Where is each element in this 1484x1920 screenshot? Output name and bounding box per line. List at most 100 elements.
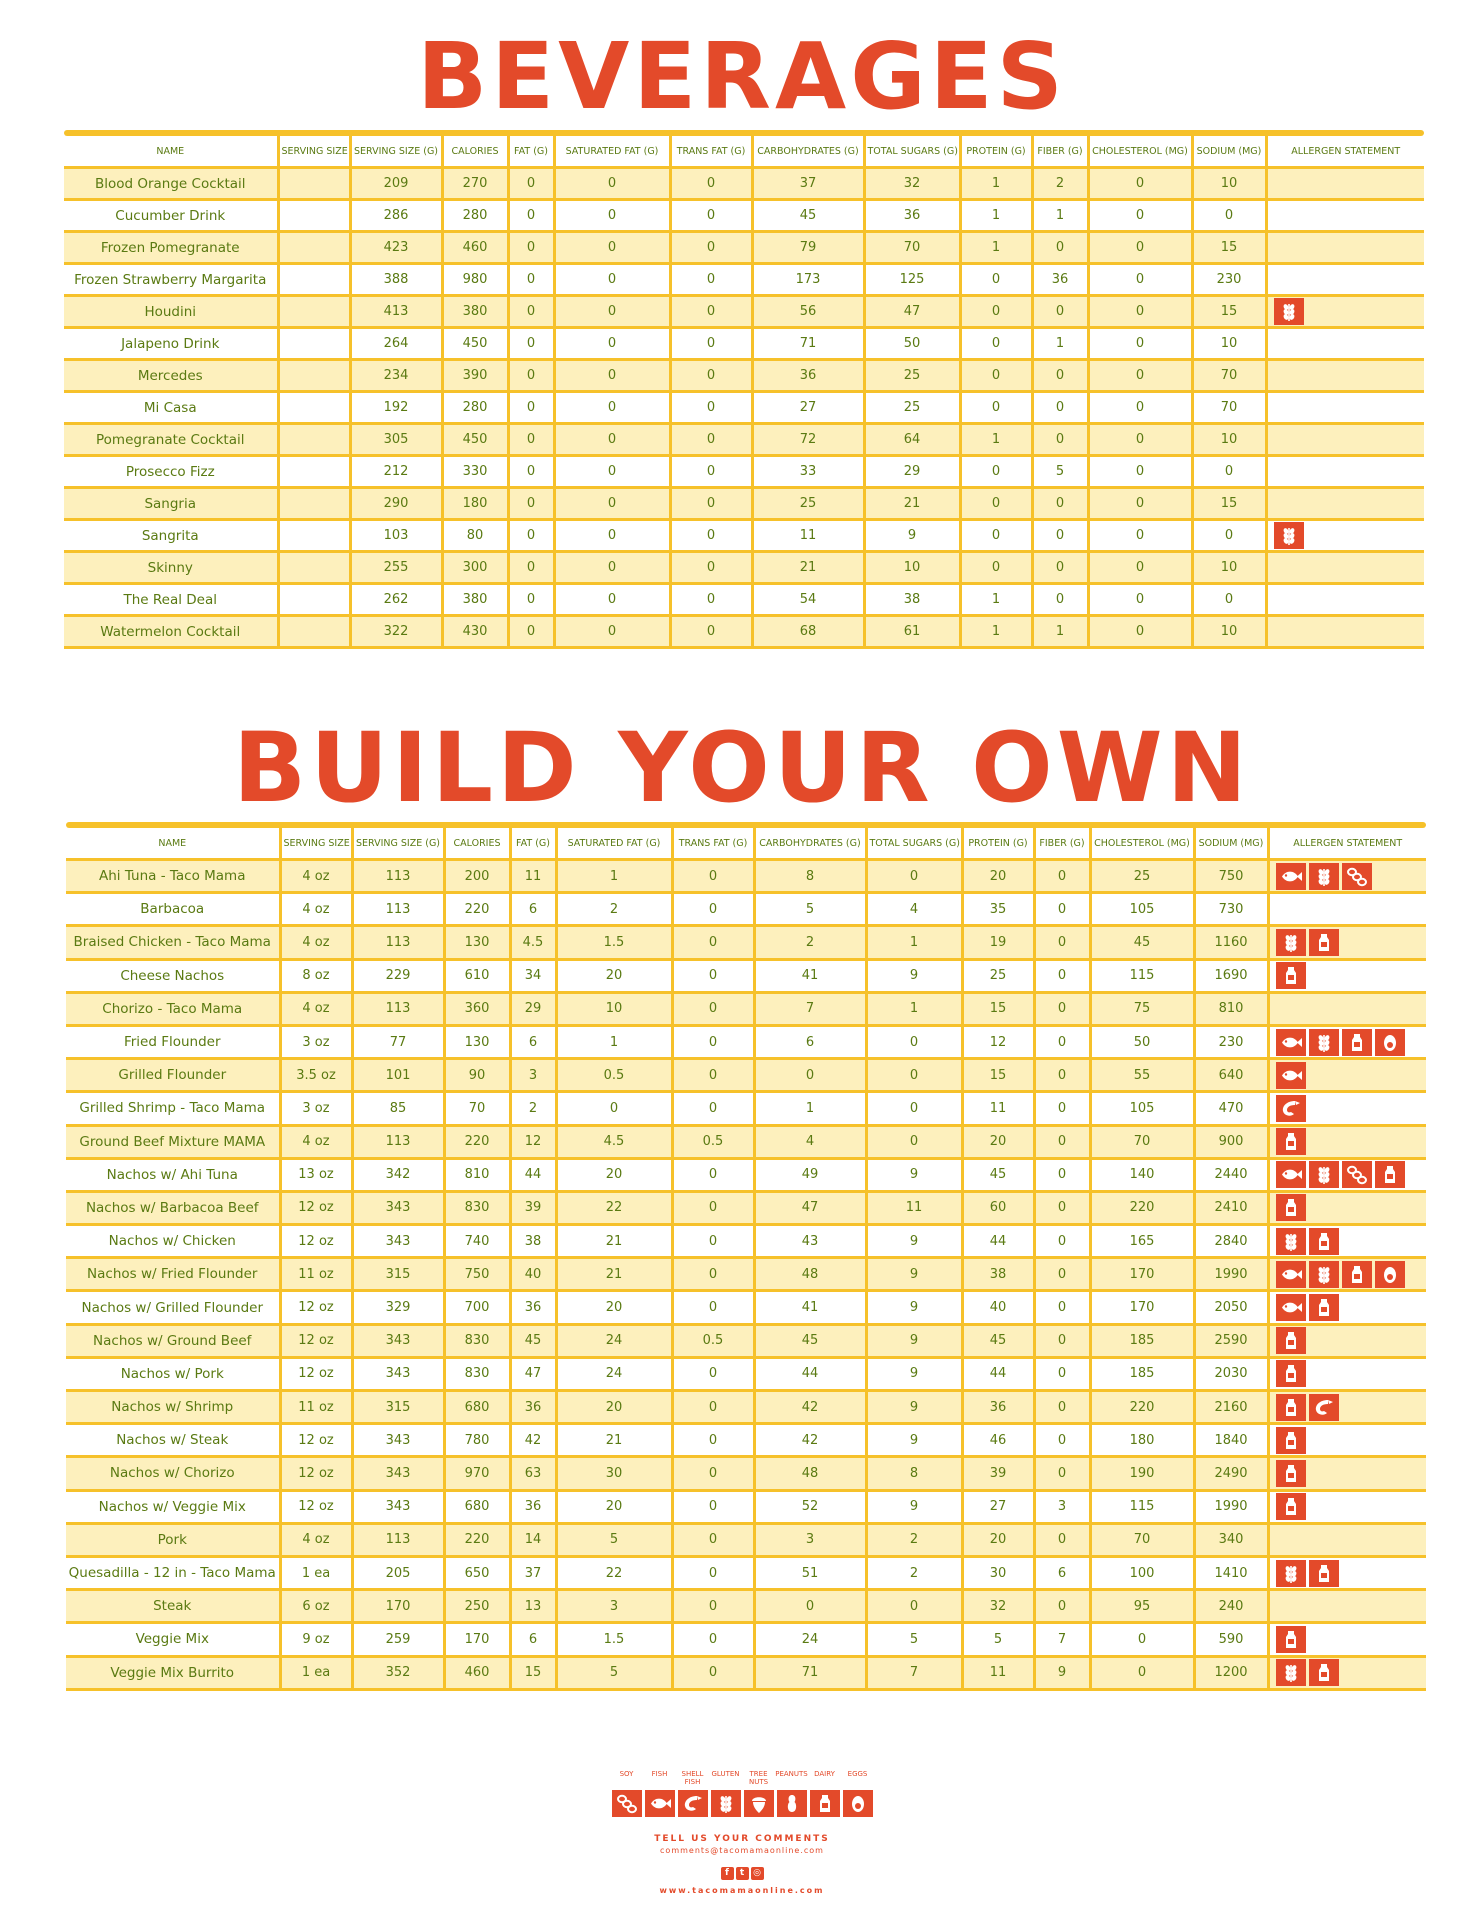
allergen-cell xyxy=(1268,959,1426,994)
column-header: FAT (g) xyxy=(510,828,558,861)
nutrition-value: 9 xyxy=(866,1290,964,1326)
column-header: FAT (g) xyxy=(508,136,556,169)
nutrition-value: 590 xyxy=(1194,1622,1270,1658)
nutrition-value: 165 xyxy=(1090,1224,1196,1260)
nutrition-value: 29 xyxy=(510,992,558,1027)
nutrition-value: 95 xyxy=(1090,1589,1196,1625)
nutrition-value: 125 xyxy=(864,263,962,297)
nutrition-value: 11 oz xyxy=(280,1390,354,1426)
nutrition-value: 6 oz xyxy=(280,1589,354,1625)
beverages-header-row: NAME SERVING SIZE SERVING SIZE (g) CALORIES… xyxy=(64,136,1424,169)
dairy-icon xyxy=(1275,1194,1306,1222)
item-name: Veggie Mix xyxy=(66,1622,282,1658)
allergen-cell xyxy=(1268,1589,1426,1625)
nutrition-value: 30 xyxy=(962,1556,1036,1592)
item-name: Cucumber Drink xyxy=(64,199,280,233)
build-your-own-title: BUILD YOUR OWN xyxy=(233,712,1251,824)
item-name: Nachos w/ Ahi Tuna xyxy=(66,1158,282,1193)
nutrition-value: 810 xyxy=(1194,992,1270,1027)
nutrition-value: 36 xyxy=(1032,263,1090,297)
item-name: Barbacoa xyxy=(66,892,282,928)
nutrition-value: 61 xyxy=(864,615,962,649)
footer-email-link[interactable]: comments@tacomamaonline.com xyxy=(660,1846,824,1855)
nutrition-value: 12 oz xyxy=(280,1290,354,1326)
table-row: Prosecco Fizz 212 330 0 0 0 33 29 0 5 0 0 xyxy=(64,455,1424,489)
nutrition-value: 39 xyxy=(962,1456,1036,1492)
nutrition-value: 113 xyxy=(352,859,446,895)
nutrition-value: 45 xyxy=(1090,925,1196,961)
nutrition-value: 10 xyxy=(1192,551,1268,585)
nutrition-value: 9 xyxy=(866,1490,964,1525)
allergen-cell xyxy=(1268,1523,1426,1558)
nutrition-value: 1 xyxy=(1032,615,1090,649)
beverages-table: NAME SERVING SIZE SERVING SIZE (g) CALORIES… xyxy=(64,136,1424,649)
nutrition-value: 42 xyxy=(510,1423,558,1459)
nutrition-value: 9 xyxy=(866,1390,964,1426)
nutrition-value: 1160 xyxy=(1194,925,1270,961)
nutrition-value: 0 xyxy=(1088,231,1194,265)
nutrition-value xyxy=(278,519,352,553)
nutrition-value: 229 xyxy=(352,959,446,994)
nutrition-value: 0 xyxy=(672,992,756,1027)
column-header: CHOLESTEROL (mg) xyxy=(1090,828,1196,861)
allergen-cell xyxy=(1266,263,1424,297)
nutrition-value: 36 xyxy=(510,1290,558,1326)
nutrition-value: 0 xyxy=(672,859,756,895)
nutrition-value: 8 xyxy=(754,859,868,895)
footer-website-link[interactable]: www.tacomamaonline.com xyxy=(659,1886,825,1895)
nutrition-value: 0 xyxy=(866,1125,964,1160)
fish-icon xyxy=(1275,1028,1306,1056)
table-row: Nachos w/ Fried Flounder 11 oz 315 750 40 21 0… xyxy=(66,1257,1426,1293)
soy-icon xyxy=(1341,1161,1372,1189)
nutrition-value: 0 xyxy=(554,359,672,393)
nutrition-value: 9 xyxy=(866,1257,964,1293)
nutrition-value: 1 xyxy=(960,231,1034,265)
item-name: Steak xyxy=(66,1589,282,1625)
twitter-icon[interactable]: t xyxy=(735,1867,749,1880)
allergen-cell xyxy=(1268,1324,1426,1359)
allergen-cell xyxy=(1268,1257,1426,1293)
facebook-icon[interactable]: f xyxy=(720,1867,734,1880)
nutrition-value: 460 xyxy=(444,1656,512,1691)
nutrition-value: 0 xyxy=(960,551,1034,585)
nutrition-value: 0 xyxy=(554,455,672,489)
nutrition-value: 115 xyxy=(1090,959,1196,994)
nutrition-value: 37 xyxy=(752,167,866,201)
nutrition-value: 33 xyxy=(752,455,866,489)
nutrition-value: 1200 xyxy=(1194,1656,1270,1691)
column-header: TRANS FAT (g) xyxy=(670,136,754,169)
nutrition-value: 0 xyxy=(508,423,556,457)
nutrition-value: 12 oz xyxy=(280,1324,354,1359)
legend-shellfish-icon xyxy=(677,1790,711,1817)
nutrition-value: 115 xyxy=(1090,1490,1196,1525)
item-name: Fried Flounder xyxy=(66,1025,282,1061)
nutrition-value: 15 xyxy=(510,1656,558,1691)
nutrition-value: 0 xyxy=(866,1025,964,1061)
nutrition-value: 0 xyxy=(1032,231,1090,265)
allergen-cell xyxy=(1268,1622,1426,1658)
nutrition-value: 10 xyxy=(864,551,962,585)
nutrition-value: 0 xyxy=(1192,519,1268,553)
nutrition-value: 1 xyxy=(866,992,964,1027)
legend-label-treenuts: TREE NUTS xyxy=(748,1770,769,1786)
table-row: Nachos w/ Ahi Tuna 13 oz 342 810 44 20 0 49 9 45 0… xyxy=(66,1158,1426,1193)
nutrition-value: 0 xyxy=(672,959,756,994)
nutrition-value: 38 xyxy=(962,1257,1036,1293)
nutrition-value: 10 xyxy=(1192,615,1268,649)
nutrition-value: 0 xyxy=(672,1091,756,1127)
nutrition-value: 0 xyxy=(960,391,1034,425)
nutrition-value: 0 xyxy=(670,327,754,361)
nutrition-value: 1 xyxy=(556,859,674,895)
nutrition-value: 10 xyxy=(1192,423,1268,457)
legend-dairy-icon xyxy=(809,1790,843,1817)
nutrition-value: 0 xyxy=(672,925,756,961)
beverages-table-top-rule xyxy=(64,130,1424,136)
item-name: Mercedes xyxy=(64,359,280,393)
instagram-icon[interactable]: ◎ xyxy=(750,1867,764,1880)
nutrition-value: 0 xyxy=(960,455,1034,489)
nutrition-value: 700 xyxy=(444,1290,512,1326)
nutrition-value: 2 xyxy=(866,1556,964,1592)
nutrition-value: 45 xyxy=(962,1158,1036,1193)
nutrition-value: 25 xyxy=(962,959,1036,994)
nutrition-value: 70 xyxy=(1090,1125,1196,1160)
